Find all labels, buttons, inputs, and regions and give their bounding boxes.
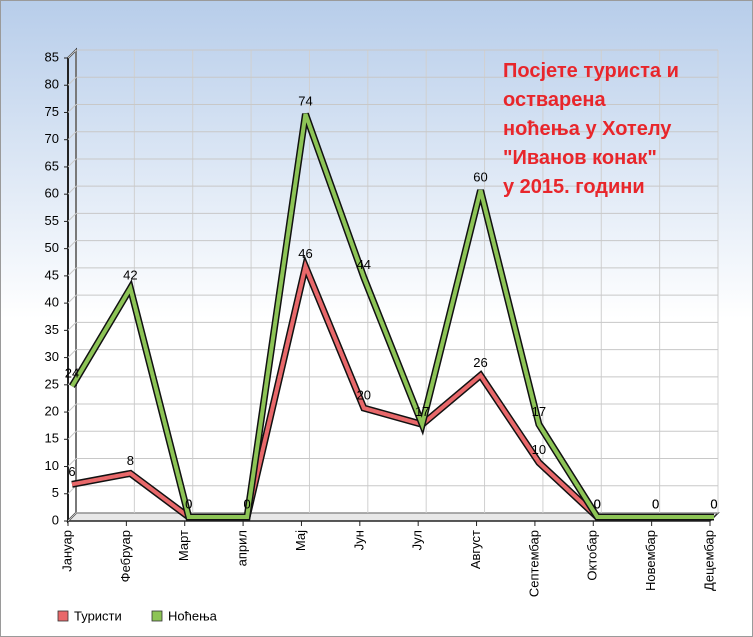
x-tick-label: Јул <box>410 530 425 550</box>
legend-swatch <box>151 610 163 622</box>
data-label: 6 <box>68 464 75 479</box>
data-label: 74 <box>298 93 312 108</box>
data-label: 0 <box>594 496 601 511</box>
data-label: 0 <box>652 496 659 511</box>
grid-line <box>67 212 718 222</box>
data-label: 0 <box>710 496 717 511</box>
y-tick-label: 80 <box>45 77 59 92</box>
x-tick-label: Фебруар <box>118 530 133 582</box>
y-tick-label: 75 <box>45 104 59 119</box>
data-label: 8 <box>127 453 134 468</box>
data-label: 0 <box>652 496 659 511</box>
grid-line <box>67 458 718 467</box>
y-tick-label: 40 <box>45 295 59 310</box>
grid-line <box>67 240 718 250</box>
x-tick-label: Децембар <box>701 530 716 591</box>
grid-line <box>67 158 718 168</box>
y-tick-label: 50 <box>45 240 59 255</box>
y-tick-label: 55 <box>45 213 59 228</box>
y-tick-label: 35 <box>45 322 59 337</box>
y-tick-label: 10 <box>45 458 59 473</box>
title-line: остварена <box>503 89 606 111</box>
grid-line <box>67 49 718 59</box>
data-label: 10 <box>532 442 546 457</box>
x-tick-label: Септембар <box>526 530 541 597</box>
x-tick-label: Октобар <box>585 530 600 581</box>
data-label: 26 <box>473 355 487 370</box>
grid-line <box>67 131 718 141</box>
grid-line <box>67 76 718 86</box>
data-label: 44 <box>357 257 371 272</box>
grid-line <box>67 403 718 413</box>
y-tick-label: 30 <box>45 349 59 364</box>
y-tick-label: 20 <box>45 403 59 418</box>
grid-line <box>67 430 718 440</box>
grid-line <box>67 321 718 331</box>
grid-line <box>67 267 718 277</box>
data-label: 42 <box>123 268 137 283</box>
legend-label: Ноћења <box>168 608 218 623</box>
x-tick-label: Новембар <box>643 530 658 591</box>
data-label: 0 <box>710 496 717 511</box>
grid-line <box>67 349 718 358</box>
x-tick-label: Март <box>176 530 191 561</box>
legend-swatch <box>57 610 69 622</box>
y-tick-label: 85 <box>45 49 59 64</box>
y-tick-label: 45 <box>45 267 59 282</box>
data-label: 17 <box>415 404 429 419</box>
series-line <box>70 113 714 519</box>
data-label: 0 <box>185 496 192 511</box>
y-tick-label: 60 <box>45 186 59 201</box>
grid-line <box>67 512 718 522</box>
x-tick-label: април <box>235 530 250 566</box>
x-tick-label: Јун <box>351 530 366 550</box>
data-label: 17 <box>532 404 546 419</box>
title-line: у 2015. години <box>503 176 645 198</box>
title-line: ноћења у Хотелу <box>503 118 672 140</box>
data-label: 20 <box>357 387 371 402</box>
y-tick-label: 70 <box>45 131 59 146</box>
y-tick-label: 25 <box>45 376 59 391</box>
title-line: Посјете туриста и <box>503 60 679 82</box>
y-tick-label: 65 <box>45 158 59 173</box>
legend-label: Туристи <box>74 608 122 623</box>
y-tick-label: 5 <box>52 485 59 500</box>
data-label: 0 <box>594 496 601 511</box>
grid-line <box>67 185 718 195</box>
data-label: 60 <box>473 170 487 185</box>
data-label: 0 <box>243 496 250 511</box>
x-tick-label: Август <box>468 530 483 569</box>
grid-line <box>67 103 718 113</box>
title-line: "Иванов конак" <box>503 147 657 169</box>
chart-title: Посјете туриста и остварена ноћења у Хотел… <box>503 60 679 198</box>
x-tick-label: Јануар <box>59 530 74 572</box>
data-label: 46 <box>298 246 312 261</box>
y-tick-label: 15 <box>45 431 59 446</box>
y-tick-label: 0 <box>52 512 59 527</box>
x-tick-label: Мај <box>293 530 308 551</box>
data-label: 24 <box>65 366 79 381</box>
